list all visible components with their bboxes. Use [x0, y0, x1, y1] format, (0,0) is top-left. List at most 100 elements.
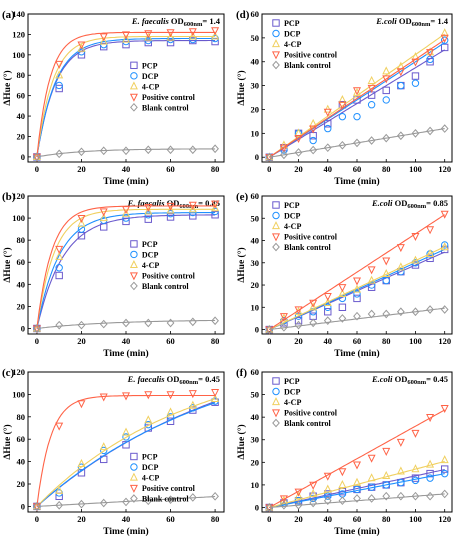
data-point — [440, 241, 449, 249]
data-point — [99, 213, 108, 222]
data-point — [382, 470, 391, 479]
y-axis-label: ΔHue (°) — [236, 70, 247, 105]
legend-marker — [129, 472, 138, 481]
data-point — [323, 293, 332, 302]
data-point — [294, 316, 303, 325]
data-point — [280, 150, 288, 160]
data-point — [32, 153, 41, 162]
data-point — [188, 400, 197, 409]
legend-marker — [272, 29, 280, 38]
y-tick-label: 0 — [21, 152, 25, 162]
data-point — [309, 299, 318, 308]
legend-item: DCP — [130, 72, 158, 81]
condition-label: E.coli OD600nm= 0.85 — [371, 198, 448, 210]
y-axis-label: ΔHue (°) — [2, 247, 13, 282]
data-point — [32, 503, 41, 512]
legend-marker — [272, 418, 280, 428]
y-tick-label: 0 — [255, 152, 259, 162]
data-point — [338, 479, 347, 489]
legend-label: PCP — [142, 240, 158, 249]
data-point — [426, 414, 435, 423]
x-tick-label: 80 — [382, 514, 391, 524]
data-point — [144, 318, 153, 328]
legend-label: Positive control — [142, 93, 196, 102]
od-value: = 0.85 — [426, 198, 448, 208]
data-point — [77, 320, 86, 330]
legend-label: PCP — [142, 61, 158, 70]
data-point — [309, 136, 317, 145]
data-point — [411, 476, 420, 485]
legend-label: Blank control — [284, 243, 332, 252]
data-point — [367, 494, 376, 503]
data-point — [55, 264, 63, 272]
x-tick-label: 40 — [324, 336, 333, 346]
panel-letter: (e) — [236, 191, 249, 203]
legend-item: Blank control — [272, 60, 332, 70]
data-point — [77, 147, 86, 157]
series-blank-control — [265, 124, 449, 162]
x-tick-label: 40 — [122, 164, 131, 174]
data-point — [440, 34, 449, 43]
data-point — [294, 488, 303, 497]
od-subscript: 600nm — [407, 203, 426, 210]
data-point — [382, 257, 391, 266]
fit-line — [36, 402, 216, 507]
data-point — [211, 144, 219, 154]
data-point — [396, 262, 405, 271]
data-point — [294, 500, 303, 510]
y-tick-label: 140 — [12, 9, 25, 19]
data-point — [338, 140, 347, 150]
data-point — [440, 210, 449, 219]
data-point — [382, 276, 390, 285]
legend-marker — [129, 484, 138, 493]
data-point — [352, 87, 362, 96]
y-tick-label: 40 — [251, 412, 260, 422]
series-positive-control — [265, 405, 449, 513]
data-point — [367, 136, 376, 145]
data-point — [77, 214, 86, 223]
y-tick-label: 120 — [12, 191, 25, 201]
fit-line — [36, 394, 216, 507]
data-point — [166, 318, 175, 328]
organism-name: E.coli — [371, 198, 395, 208]
data-point — [166, 391, 175, 400]
legend-item: Blank control — [130, 102, 189, 112]
organism-name: E. faecalis — [127, 374, 167, 384]
legend-marker — [271, 221, 281, 230]
data-point — [188, 201, 197, 210]
legend-label: 4-CP — [142, 474, 159, 483]
legend-item: Positive control — [271, 409, 338, 418]
data-point — [121, 206, 131, 215]
data-point — [352, 284, 362, 293]
x-tick-label: 80 — [211, 514, 220, 524]
data-point — [382, 86, 390, 95]
data-point — [55, 81, 63, 90]
od-subscript: 600nm — [179, 203, 198, 210]
data-point — [166, 145, 175, 155]
legend-marker — [272, 201, 280, 209]
x-tick-label: 40 — [324, 514, 333, 524]
y-tick-label: 0 — [255, 325, 259, 335]
data-point — [188, 145, 197, 155]
od-value: = 1.4 — [202, 16, 220, 26]
data-point — [77, 41, 86, 50]
data-point — [144, 391, 153, 400]
data-point — [367, 309, 376, 319]
data-point — [397, 81, 405, 90]
x-tick-label: 20 — [77, 164, 86, 174]
od-subscript: 600nm — [407, 379, 426, 386]
y-tick-label: 50 — [251, 33, 260, 43]
x-axis-label: Time (min) — [334, 176, 379, 187]
y-tick-label: 100 — [12, 213, 25, 223]
legend-item: Positive control — [129, 271, 196, 280]
legend-item: PCP — [130, 240, 158, 249]
od-value: = 0.45 — [198, 374, 220, 384]
data-point — [324, 124, 332, 133]
data-point — [382, 447, 391, 456]
data-point — [166, 32, 175, 41]
data-point — [367, 283, 376, 291]
data-point — [188, 493, 197, 502]
